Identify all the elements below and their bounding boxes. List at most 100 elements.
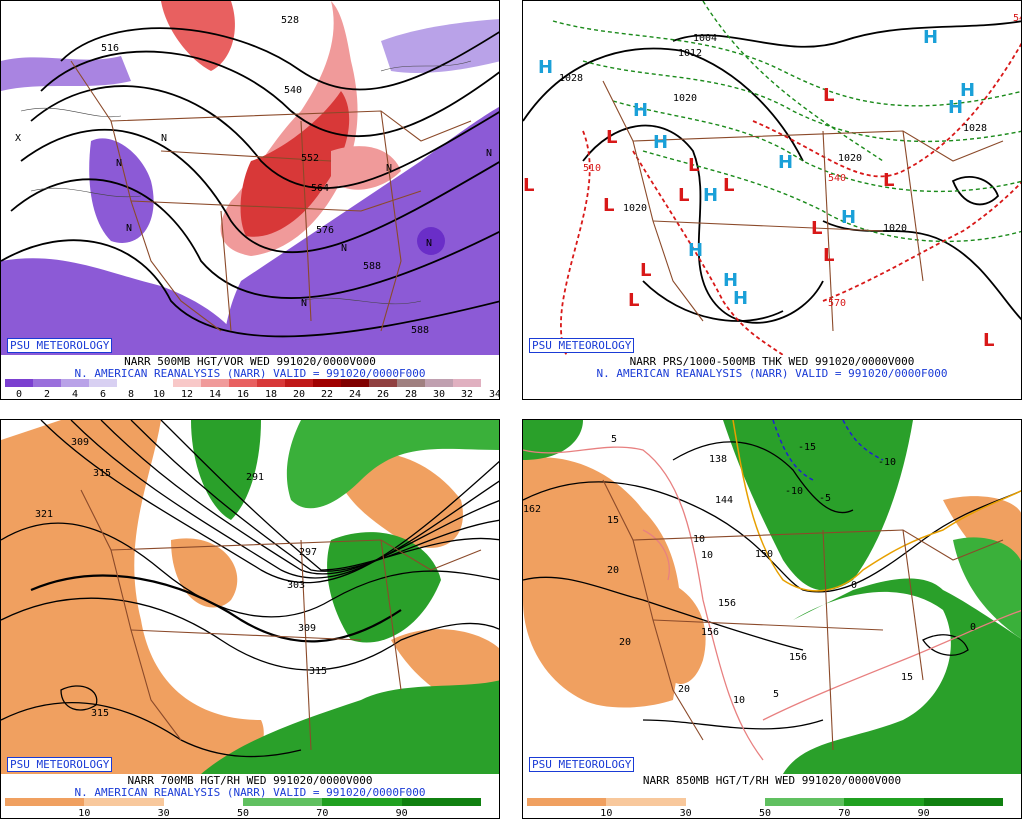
psu-meteorology-label: PSU METEOROLOGY bbox=[529, 338, 635, 353]
color-bar-tick: 20 bbox=[292, 389, 306, 400]
svg-text:564: 564 bbox=[311, 183, 329, 194]
color-bar-segment bbox=[145, 379, 173, 387]
panel-700mb: 309 315 321 291 297 303 309 315 315 PSU METEOR… bbox=[0, 419, 500, 819]
color-bar-segment bbox=[201, 379, 229, 387]
svg-text:315: 315 bbox=[309, 666, 327, 677]
svg-text:-5: -5 bbox=[819, 493, 831, 504]
color-bar-segment bbox=[257, 379, 285, 387]
svg-text:X: X bbox=[15, 133, 21, 144]
color-bar-tick: 30 bbox=[157, 808, 170, 819]
svg-text:L: L bbox=[523, 175, 534, 196]
color-bar bbox=[5, 798, 481, 806]
color-bar-segment bbox=[242, 798, 323, 806]
color-bar bbox=[527, 798, 1003, 806]
color-bar-segment bbox=[61, 379, 89, 387]
svg-text:540: 540 bbox=[1013, 13, 1022, 24]
psu-meteorology-label: PSU METEOROLOGY bbox=[7, 757, 113, 772]
color-bar-tick: 30 bbox=[679, 808, 692, 819]
svg-text:1028: 1028 bbox=[559, 73, 583, 84]
svg-text:L: L bbox=[678, 185, 689, 206]
color-bar-tick: 70 bbox=[838, 808, 851, 819]
svg-text:570: 570 bbox=[828, 298, 846, 309]
svg-text:N: N bbox=[486, 148, 492, 159]
svg-text:H: H bbox=[633, 100, 648, 121]
svg-text:552: 552 bbox=[301, 153, 319, 164]
svg-text:5: 5 bbox=[611, 434, 617, 445]
color-bar-ticks: 10 30 50 70 90 bbox=[5, 808, 481, 819]
svg-text:N: N bbox=[301, 298, 307, 309]
color-bar-tick: 70 bbox=[316, 808, 329, 819]
svg-text:N: N bbox=[386, 163, 392, 174]
color-bar-segment bbox=[5, 798, 85, 806]
color-bar-tick: 32 bbox=[460, 389, 474, 400]
color-bar-tick: 50 bbox=[236, 808, 250, 819]
svg-text:N: N bbox=[126, 223, 132, 234]
svg-text:540: 540 bbox=[828, 173, 846, 184]
panel-title: NARR 850MB HGT/T/RH WED 991020/0000V000 bbox=[642, 774, 902, 787]
color-bar-tick: 18 bbox=[264, 389, 278, 400]
svg-text:15: 15 bbox=[607, 515, 619, 526]
svg-text:1020: 1020 bbox=[673, 93, 697, 104]
svg-text:156: 156 bbox=[701, 627, 719, 638]
color-bar-segment bbox=[425, 379, 453, 387]
color-bar-segment bbox=[453, 379, 481, 387]
svg-text:L: L bbox=[811, 218, 822, 239]
svg-text:L: L bbox=[640, 260, 651, 281]
color-bar-segment bbox=[341, 379, 369, 387]
color-bar-tick: 30 bbox=[432, 389, 446, 400]
color-bar-segment bbox=[173, 379, 201, 387]
color-bar-segment bbox=[322, 798, 402, 806]
svg-text:516: 516 bbox=[101, 43, 119, 54]
svg-text:291: 291 bbox=[246, 472, 264, 483]
psu-meteorology-label: PSU METEOROLOGY bbox=[529, 757, 635, 772]
color-bar-segment bbox=[606, 798, 686, 806]
svg-text:309: 309 bbox=[71, 437, 89, 448]
color-bar-segment bbox=[229, 379, 257, 387]
map-500mb: 528 516 540 552 564 576 588 588 N N N N X N N N N bbox=[1, 1, 499, 355]
color-bar-segment bbox=[5, 379, 33, 387]
svg-text:321: 321 bbox=[35, 509, 53, 520]
map-700mb: 309 315 321 291 297 303 309 315 315 bbox=[1, 420, 499, 774]
color-bar-segment bbox=[84, 798, 164, 806]
svg-text:H: H bbox=[841, 207, 856, 228]
color-bar-tick: 24 bbox=[348, 389, 362, 400]
color-bar-tick: 90 bbox=[917, 808, 930, 819]
color-bar-segment bbox=[527, 798, 607, 806]
color-bar-tick: 10 bbox=[78, 808, 91, 819]
color-bar-segment bbox=[313, 379, 341, 387]
svg-text:N: N bbox=[161, 133, 167, 144]
svg-text:10: 10 bbox=[701, 550, 713, 561]
svg-text:150: 150 bbox=[755, 549, 773, 560]
color-bar-tick: 16 bbox=[236, 389, 250, 400]
svg-text:10: 10 bbox=[733, 695, 745, 706]
color-bar-tick: 2 bbox=[43, 389, 51, 400]
svg-text:N: N bbox=[341, 243, 347, 254]
color-bar-segment bbox=[844, 798, 924, 806]
svg-text:H: H bbox=[538, 57, 553, 78]
color-bar-segment bbox=[764, 798, 845, 806]
panel-850mb: 5 -15 -10 -10 -5 138 144 150 162 15 10 10 20 20 20… bbox=[522, 419, 1022, 819]
svg-text:H: H bbox=[688, 240, 703, 261]
color-bar-tick: 90 bbox=[395, 808, 408, 819]
svg-text:20: 20 bbox=[619, 637, 631, 648]
svg-text:1020: 1020 bbox=[623, 203, 647, 214]
color-bar-segment bbox=[401, 798, 481, 806]
color-bar-segment bbox=[33, 379, 61, 387]
svg-text:H: H bbox=[923, 27, 938, 48]
panel-title: NARR PRS/1000-500MB THK WED 991020/0000V… bbox=[629, 355, 915, 368]
svg-text:H: H bbox=[778, 152, 793, 173]
svg-text:1028: 1028 bbox=[963, 123, 987, 134]
color-bar-segment bbox=[117, 379, 145, 387]
color-bar-segment bbox=[89, 379, 117, 387]
color-bar-tick: 10 bbox=[600, 808, 613, 819]
svg-text:H: H bbox=[948, 97, 963, 118]
svg-text:588: 588 bbox=[363, 261, 381, 272]
svg-text:576: 576 bbox=[316, 225, 334, 236]
color-bar-segment bbox=[163, 798, 243, 806]
panel-subtitle: N. AMERICAN REANALYSIS (NARR) VALID = 99… bbox=[74, 786, 426, 799]
svg-text:528: 528 bbox=[281, 15, 299, 26]
color-bar-segment bbox=[923, 798, 1003, 806]
panel-500mb: 528 516 540 552 564 576 588 588 N N N N X N N N N PS… bbox=[0, 0, 500, 400]
svg-text:20: 20 bbox=[607, 565, 619, 576]
svg-text:315: 315 bbox=[93, 468, 111, 479]
